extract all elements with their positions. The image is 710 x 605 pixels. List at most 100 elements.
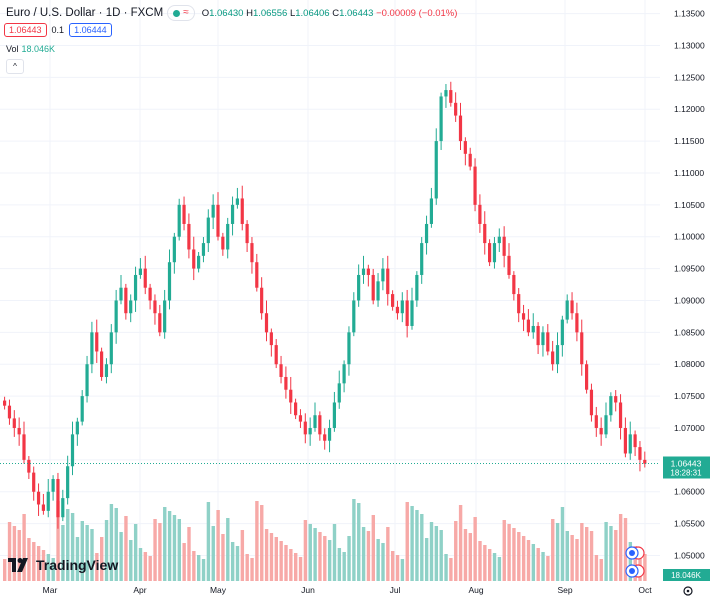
candle-body — [61, 498, 65, 518]
flag-icon — [629, 550, 635, 556]
volume-bar — [129, 540, 133, 581]
volume-bar — [531, 544, 536, 581]
x-tick-label: Mar — [43, 585, 58, 595]
volume-bar — [221, 534, 225, 581]
candle-body — [289, 389, 293, 403]
high-value: 1.06556 — [252, 7, 288, 19]
candle-body — [274, 345, 278, 365]
candle-body — [541, 332, 545, 346]
candle-body — [192, 249, 196, 269]
volume-bar — [12, 526, 17, 581]
candle-body — [95, 332, 99, 352]
symbol-title[interactable]: Euro / U.S. Dollar · 1D · FXCM — [6, 7, 164, 19]
gear-icon[interactable] — [683, 586, 693, 596]
candle-body — [104, 364, 109, 377]
candle-body — [70, 434, 75, 467]
volume-bar — [449, 558, 453, 581]
volume-bar — [497, 557, 502, 581]
volume-bar — [255, 501, 259, 581]
volume-bar — [551, 519, 555, 581]
volume-bar — [260, 505, 264, 581]
volume-bar — [264, 529, 269, 581]
volume-bar — [488, 549, 492, 581]
sell-button[interactable]: 1.06443 — [4, 23, 47, 37]
collapse-button[interactable]: ^ — [6, 59, 24, 74]
candle-body — [376, 281, 380, 301]
candle-body — [420, 243, 424, 275]
candle-body — [347, 332, 351, 365]
y-tick-label: 1.09000 — [674, 295, 705, 305]
candle-body — [12, 418, 16, 428]
candle-body — [434, 141, 438, 199]
y-tick-label: 1.13500 — [674, 9, 705, 19]
y-tick-label: 1.11000 — [674, 168, 704, 178]
candle-body — [604, 415, 608, 435]
candle-body — [483, 223, 487, 244]
volume-bar — [478, 541, 482, 581]
candle-body — [303, 421, 307, 435]
y-tick-label: 1.10000 — [674, 232, 705, 242]
chevron-up-icon: ^ — [13, 62, 17, 71]
volume-bar — [3, 559, 7, 581]
y-tick-label: 1.05500 — [674, 519, 705, 529]
volume-bar — [226, 518, 230, 581]
volume-bar — [269, 533, 274, 581]
x-tick-label: May — [210, 585, 227, 595]
buy-button[interactable]: 1.06444 — [69, 23, 112, 37]
candle-body — [138, 268, 142, 275]
volume-bar — [7, 522, 12, 581]
candle-body — [182, 204, 186, 224]
price-badge[interactable] — [663, 456, 710, 479]
candle-body — [536, 325, 540, 346]
candle-body — [473, 166, 477, 205]
volume-bar — [80, 521, 84, 581]
flag-icon — [629, 568, 635, 574]
volume-bar — [211, 526, 215, 581]
candle-body — [502, 236, 506, 256]
candle-body — [148, 287, 152, 301]
candle-body — [226, 223, 230, 250]
candle-body — [424, 223, 429, 244]
volume-bar — [240, 530, 245, 581]
candle-body — [478, 204, 482, 224]
candle-body — [565, 300, 569, 320]
volume-bar — [318, 532, 322, 581]
candle-body — [240, 198, 244, 224]
candle-body — [468, 153, 472, 167]
candle-body — [497, 236, 501, 244]
volume-bar — [124, 516, 128, 581]
candle-body — [85, 364, 89, 397]
candle-body — [507, 255, 511, 275]
x-tick-label: Aug — [468, 585, 483, 595]
candle-body — [366, 268, 370, 275]
candle-body — [294, 402, 298, 416]
volume-bar — [104, 520, 109, 581]
candle-body — [609, 396, 613, 416]
volume-bar — [250, 558, 254, 581]
candle-body — [66, 466, 70, 499]
candle-body — [405, 300, 409, 326]
status-pill[interactable]: ≈ — [167, 5, 195, 21]
volume-bar — [458, 505, 463, 581]
volume-bar — [201, 559, 206, 581]
volume-bar — [90, 529, 94, 581]
candle-body — [589, 389, 594, 416]
volume-bar — [521, 536, 526, 581]
volume-badge[interactable] — [663, 569, 710, 581]
candle-body — [517, 294, 521, 314]
candle-body — [206, 217, 210, 244]
candle-body — [531, 325, 535, 333]
volume-bar — [138, 548, 143, 581]
candle-body — [279, 364, 283, 377]
volume-bar — [454, 521, 458, 581]
y-tick-label: 1.12000 — [674, 104, 705, 114]
volume-bar — [609, 526, 613, 581]
volume-bar — [22, 514, 26, 581]
volume-bar — [245, 554, 249, 581]
candle-body — [327, 427, 332, 441]
volume-bar — [167, 511, 172, 581]
volume-bar — [279, 541, 283, 581]
tradingview-logo[interactable]: TradingView — [8, 557, 118, 573]
